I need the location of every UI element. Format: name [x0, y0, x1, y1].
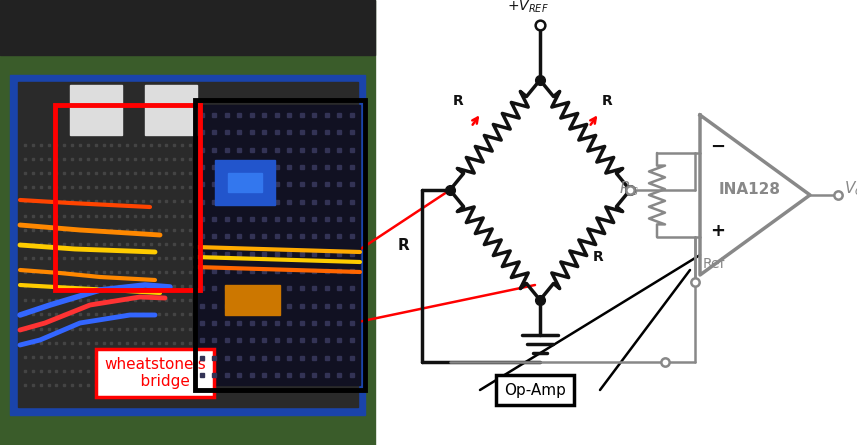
Text: wheatstone's
    bridge: wheatstone's bridge — [104, 357, 206, 389]
Text: $V_O$: $V_O$ — [844, 180, 857, 198]
Bar — [215, 160, 275, 205]
Text: R: R — [593, 250, 603, 264]
Text: $+V_{REF}$: $+V_{REF}$ — [507, 0, 548, 16]
Text: Ref: Ref — [703, 257, 726, 271]
Bar — [55, 105, 200, 290]
Text: INA128: INA128 — [719, 182, 781, 197]
Bar — [0, 0, 375, 445]
Bar — [145, 85, 197, 135]
Bar — [0, 0, 375, 55]
Bar — [228, 173, 262, 192]
Text: $R_G$: $R_G$ — [619, 180, 639, 198]
Text: +: + — [710, 222, 725, 240]
Text: −: − — [710, 138, 725, 156]
Bar — [195, 105, 360, 385]
Text: Op-Amp: Op-Amp — [504, 383, 566, 397]
Bar — [195, 100, 365, 390]
Text: R: R — [602, 94, 613, 108]
Bar — [70, 85, 122, 135]
Bar — [10, 75, 365, 415]
Text: R: R — [398, 238, 410, 252]
Bar — [225, 285, 280, 315]
Text: R: R — [453, 94, 464, 108]
Bar — [18, 82, 358, 407]
